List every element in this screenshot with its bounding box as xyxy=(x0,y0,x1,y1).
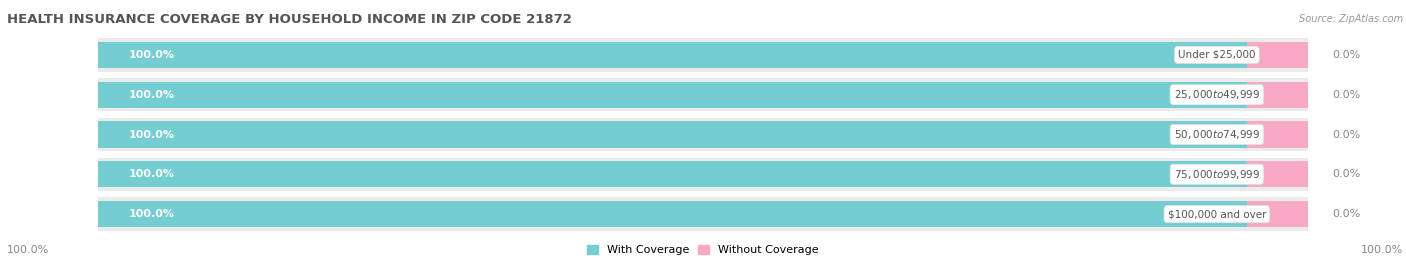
Text: 100.0%: 100.0% xyxy=(1361,245,1403,255)
Text: 100.0%: 100.0% xyxy=(7,245,49,255)
Text: 0.0%: 0.0% xyxy=(1331,129,1360,140)
Text: Under $25,000: Under $25,000 xyxy=(1178,50,1256,60)
Text: 100.0%: 100.0% xyxy=(129,129,174,140)
Text: 100.0%: 100.0% xyxy=(129,90,174,100)
Text: 0.0%: 0.0% xyxy=(1331,50,1360,60)
Bar xyxy=(1247,201,1308,227)
Text: $25,000 to $49,999: $25,000 to $49,999 xyxy=(1174,88,1260,101)
Text: $75,000 to $99,999: $75,000 to $99,999 xyxy=(1174,168,1260,181)
Bar xyxy=(1247,42,1308,68)
Text: $100,000 and over: $100,000 and over xyxy=(1167,209,1267,219)
Bar xyxy=(98,82,1308,108)
Bar xyxy=(98,122,1308,147)
Text: HEALTH INSURANCE COVERAGE BY HOUSEHOLD INCOME IN ZIP CODE 21872: HEALTH INSURANCE COVERAGE BY HOUSEHOLD I… xyxy=(7,13,572,26)
Text: 100.0%: 100.0% xyxy=(129,209,174,219)
Text: Source: ZipAtlas.com: Source: ZipAtlas.com xyxy=(1299,14,1403,24)
Bar xyxy=(1247,82,1308,108)
Text: 0.0%: 0.0% xyxy=(1331,169,1360,179)
Bar xyxy=(98,42,1308,68)
Legend: With Coverage, Without Coverage: With Coverage, Without Coverage xyxy=(582,240,824,259)
Bar xyxy=(1247,122,1308,147)
Text: $50,000 to $74,999: $50,000 to $74,999 xyxy=(1174,128,1260,141)
Text: 100.0%: 100.0% xyxy=(129,169,174,179)
Bar xyxy=(98,201,1308,227)
Text: 0.0%: 0.0% xyxy=(1331,90,1360,100)
Bar xyxy=(98,161,1308,187)
Text: 100.0%: 100.0% xyxy=(129,50,174,60)
Text: 0.0%: 0.0% xyxy=(1331,209,1360,219)
Bar xyxy=(1247,161,1308,187)
